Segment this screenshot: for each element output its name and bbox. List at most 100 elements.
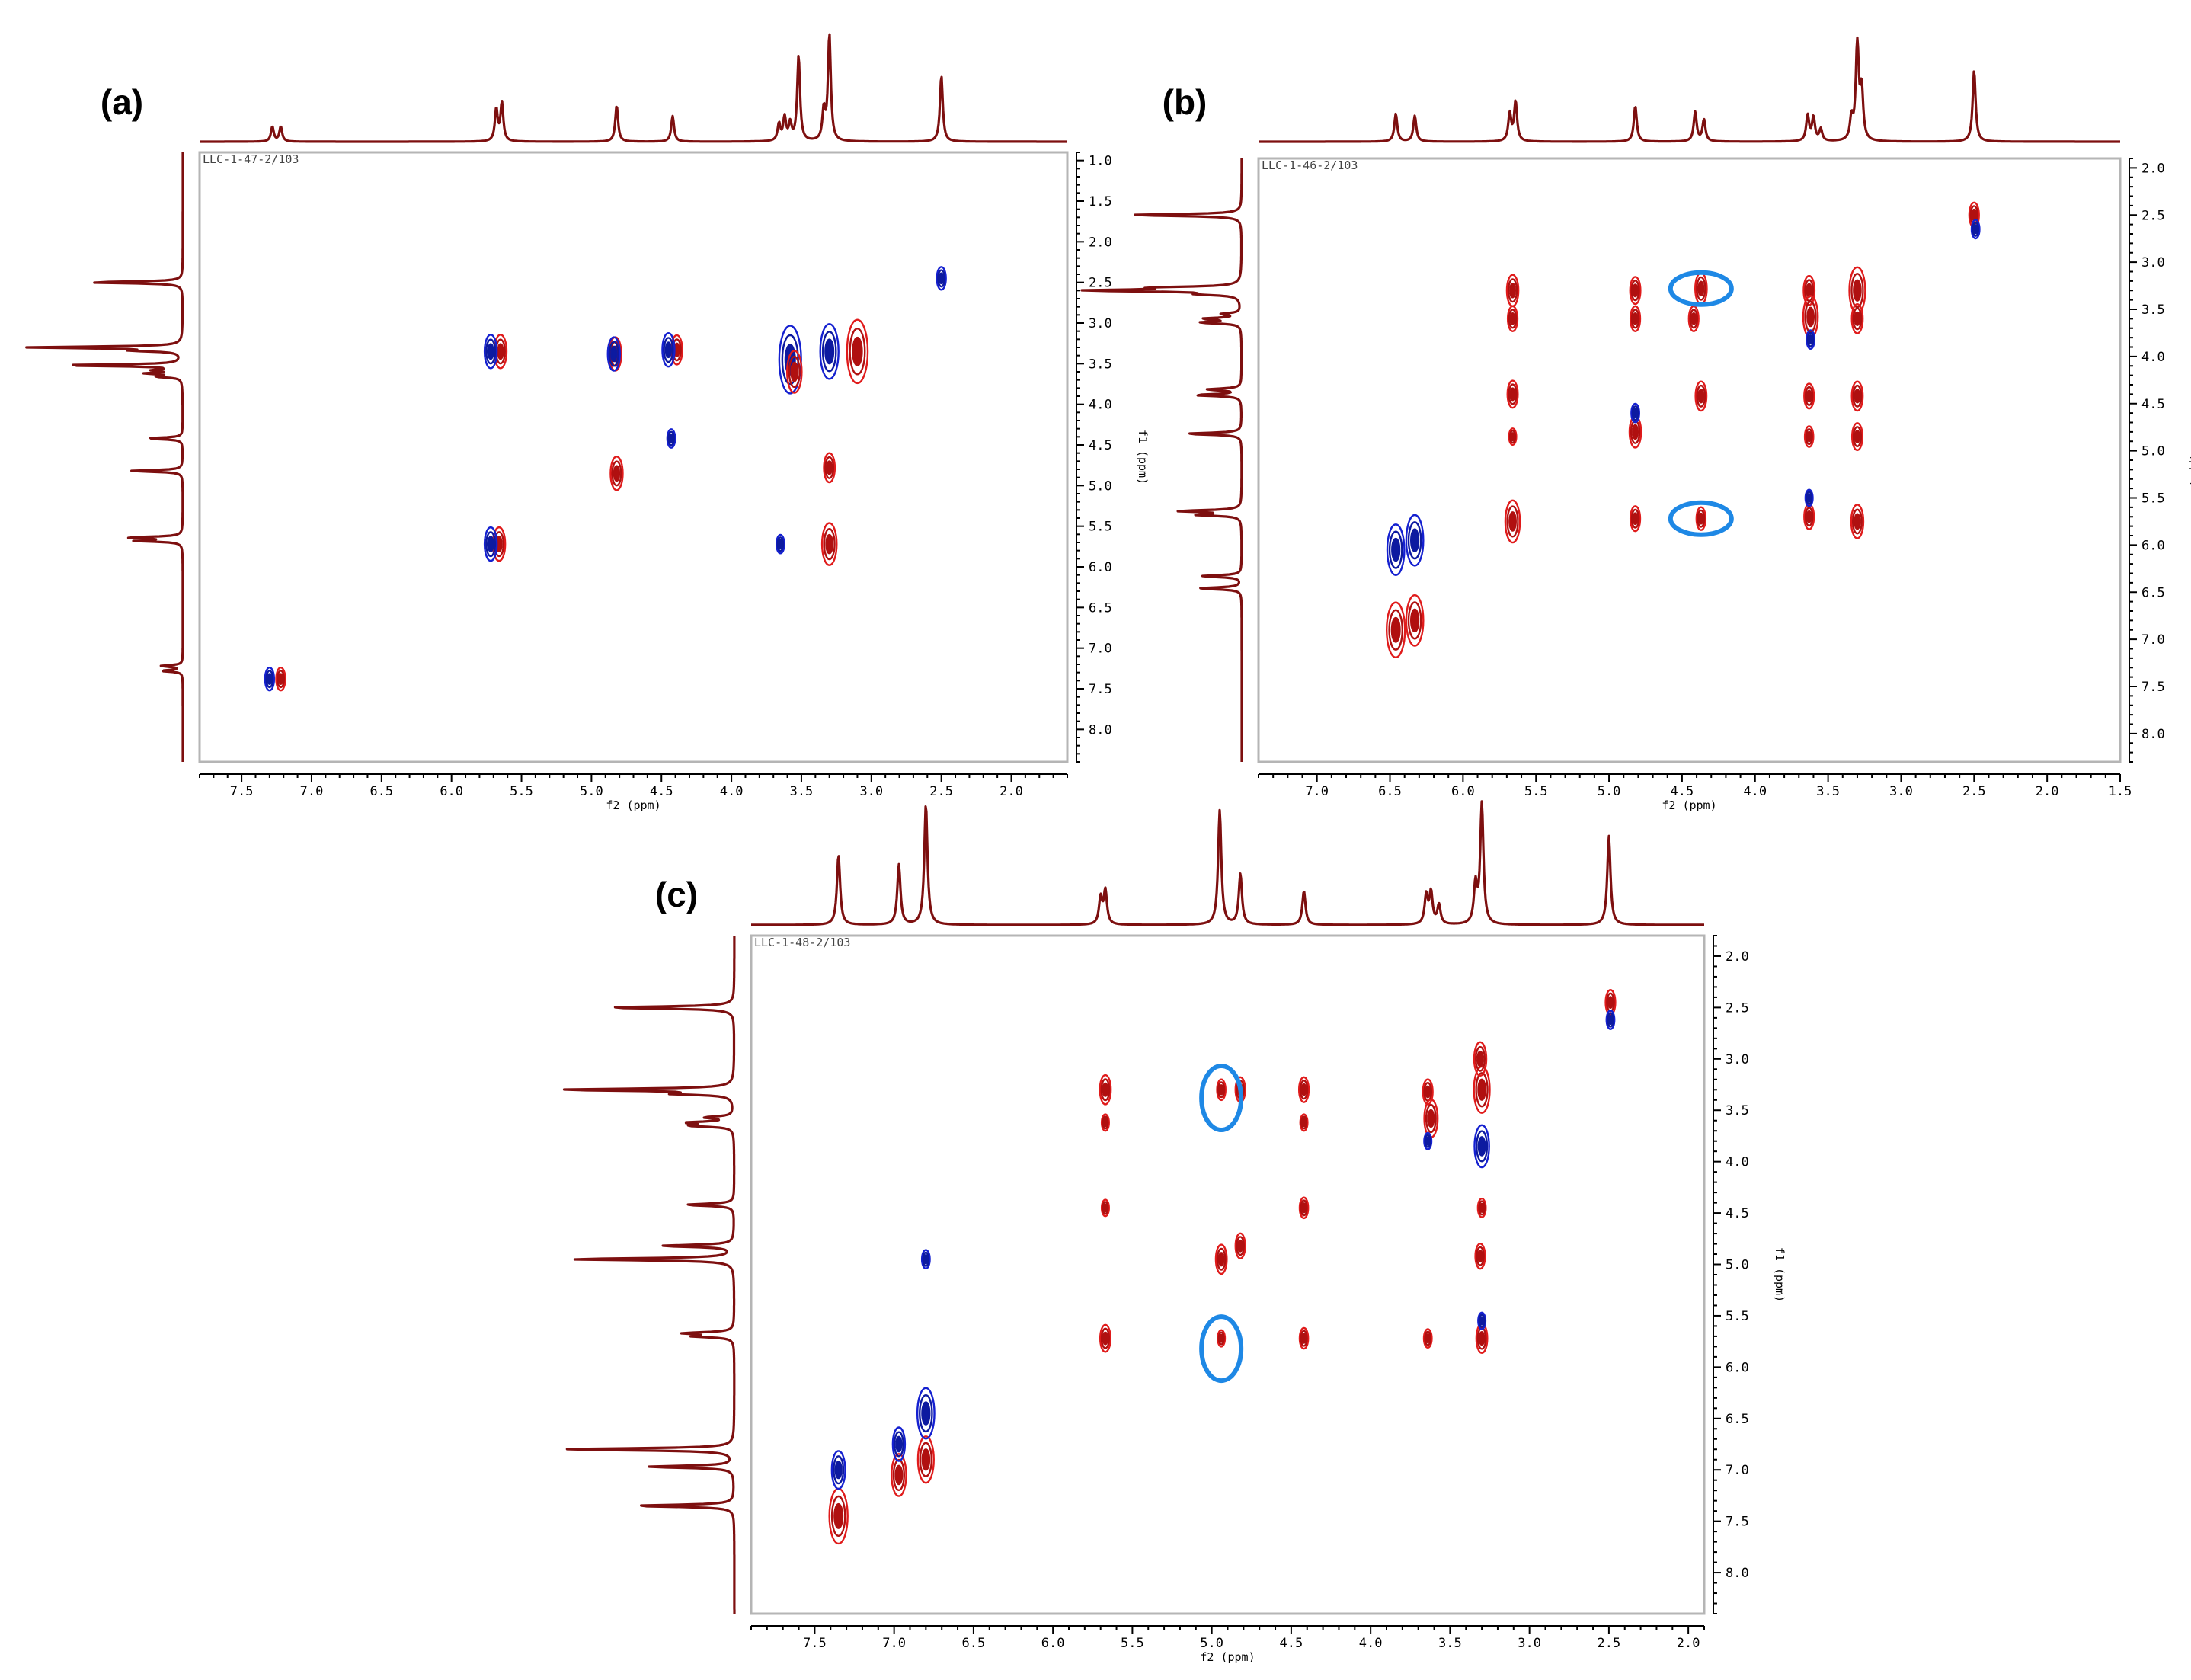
positive-cross-peak [1850,504,1865,539]
y-tick-label: 1.5 [1089,194,1112,210]
negative-cross-peak [483,334,498,370]
y-tick-label: 5.5 [1089,520,1112,535]
contour-ring [1102,1082,1109,1097]
contour-ring [1102,1203,1108,1213]
x-axis-label: f2 (ppm) [1200,1650,1255,1664]
contour-ring [849,328,866,376]
negative-cross-peak [891,1426,907,1462]
contour-ring [663,337,674,363]
contour-ring [1630,280,1640,302]
x-tick-label: 3.5 [790,784,814,799]
contour-ring [1100,1078,1111,1102]
contour-ring [1805,428,1813,446]
positive-cross-peak [1473,1041,1488,1077]
contour-ring [1301,1118,1307,1128]
contour-ring [777,539,783,549]
positive-cross-peak [1505,274,1520,308]
contour-ring [1854,311,1861,326]
x-tick-label: 4.0 [720,784,744,799]
contour-ring [1971,208,1978,222]
contour-ring [894,1464,904,1486]
contour-ring [1300,1199,1308,1217]
contour-ring [916,1387,936,1440]
x-tick-label: 2.5 [1962,784,1986,799]
negative-cross-peak [819,323,840,380]
contour-ring [1386,523,1406,576]
contour-ring [485,338,497,365]
contour-ring [1850,504,1865,539]
contour-ring [922,1251,930,1267]
y-tick-label: 8.0 [1726,1566,1749,1581]
contour-ring [1422,1078,1434,1106]
contour-ring [1422,1328,1433,1349]
contour-ring [1477,1136,1486,1157]
contour-ring [1385,601,1406,658]
x-tick-label: 3.5 [1438,1636,1462,1651]
highlight-circle [1199,1064,1244,1133]
positive-cross-peak [1629,276,1642,306]
contour-ring [1300,1333,1307,1344]
x-tick-label: 1.5 [2109,784,2132,799]
contour-ring [1698,512,1704,525]
contour-ring [1218,1333,1224,1343]
contour-ring [821,331,837,373]
positive-cross-peak [1506,379,1519,409]
contour-ring [1217,1329,1227,1348]
contour-ring [1695,506,1707,531]
contour-ring [1300,1115,1308,1130]
contour-ring [1410,528,1420,552]
contour-ring [1427,1109,1435,1128]
positive-cross-peak [1422,1328,1433,1349]
contour-ring [1506,379,1519,409]
contour-ring [825,533,834,555]
contour-ring [1510,432,1515,442]
positive-cross-peak [1423,1099,1439,1139]
positive-cross-peak [846,318,869,385]
y-tick-label: 7.5 [1726,1515,1749,1530]
contour-ring [1475,1130,1489,1163]
contour-ring [1850,273,1864,309]
x-axis-label: f2 (ppm) [606,798,660,812]
contour-ring [1217,1252,1225,1267]
contour-ring [1476,1197,1487,1218]
contour-ring [1806,306,1815,328]
positive-cross-peak [820,522,838,566]
contour-ring [1854,389,1861,404]
contour-ring [1850,302,1864,334]
y-tick-label: 6.5 [1089,600,1112,616]
contour-ring [1631,405,1639,421]
contour-ring [1851,508,1863,535]
contour-ring [823,528,836,561]
contour-ring [823,452,836,484]
contour-ring [1694,380,1708,412]
contour-ring [1806,510,1812,523]
contour-ring [785,350,803,394]
contour-ring [775,533,785,555]
contour-ring [1100,1327,1111,1349]
contour-ring [919,1394,933,1433]
contour-ring [1102,1331,1109,1346]
x-tick-label: 2.0 [1677,1636,1700,1651]
positive-cross-peak [1405,594,1425,647]
contour-ring [790,361,799,382]
y-tick-label: 2.0 [1726,949,1749,965]
negative-cross-peak [1423,1131,1433,1150]
x-tick-label: 7.5 [803,1636,827,1651]
contour-ring [1425,1103,1437,1134]
x-tick-label: 4.5 [1280,1636,1303,1651]
negative-cross-peak [830,1450,846,1490]
contour-ring [1476,1050,1484,1067]
contour-ring [1475,1045,1486,1072]
contour-ring [1509,312,1516,325]
contour-ring [921,1401,931,1426]
contour-ring [1506,505,1519,538]
y-tick-label: 7.0 [2141,632,2165,648]
contour-ring [1407,601,1422,640]
positive-cross-peak [1217,1329,1227,1348]
y-tick-label: 6.5 [2141,585,2165,600]
negative-cross-peak [1804,488,1814,507]
y-tick-label: 5.0 [1089,478,1112,494]
contour-ring [1854,513,1861,530]
x-tick-label: 5.0 [1598,784,1621,799]
positive-cross-peak [1803,503,1815,530]
